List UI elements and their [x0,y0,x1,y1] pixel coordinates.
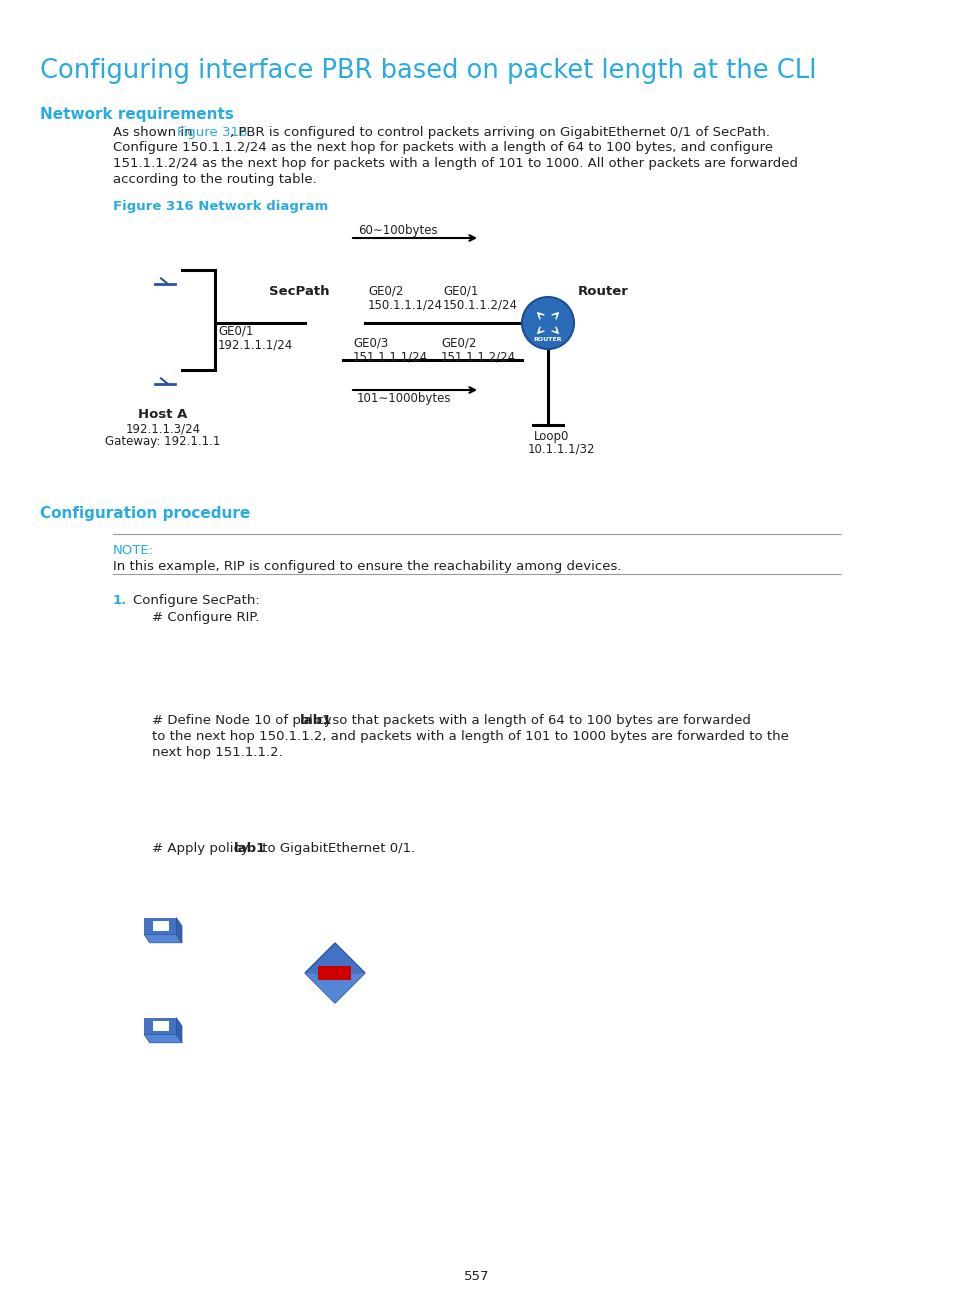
Text: 10.1.1.1/32: 10.1.1.1/32 [527,443,595,456]
Text: Figure 316: Figure 316 [177,126,247,139]
Text: , PBR is configured to control packets arriving on GigabitEthernet 0/1 of SecPat: , PBR is configured to control packets a… [230,126,769,139]
Text: # Configure RIP.: # Configure RIP. [152,610,259,623]
Polygon shape [144,1017,176,1034]
Text: GE0/2: GE0/2 [368,285,403,298]
Text: In this example, RIP is configured to ensure the reachability among devices.: In this example, RIP is configured to en… [112,560,620,573]
Text: SecPath: SecPath [269,285,330,298]
Text: lab1: lab1 [299,714,332,727]
Text: Loop0: Loop0 [534,430,569,443]
Polygon shape [305,943,365,1003]
Circle shape [521,297,574,349]
Text: Host A: Host A [138,408,188,421]
Text: NOTE:: NOTE: [112,544,153,557]
Text: ROUTER: ROUTER [533,337,561,342]
Text: Configure 150.1.1.2/24 as the next hop for packets with a length of 64 to 100 by: Configure 150.1.1.2/24 as the next hop f… [112,141,772,154]
Text: 192.1.1.3/24: 192.1.1.3/24 [125,422,200,435]
Text: GE0/1: GE0/1 [442,285,477,298]
Text: # Apply policy: # Apply policy [152,842,253,855]
Text: Gateway: 192.1.1.1: Gateway: 192.1.1.1 [105,435,220,448]
Polygon shape [305,973,365,1003]
Text: Configuration procedure: Configuration procedure [40,505,250,521]
Text: GE0/2: GE0/2 [440,337,476,350]
Text: 150.1.1.1/24: 150.1.1.1/24 [368,298,442,311]
Polygon shape [144,934,182,942]
Text: Configuring interface PBR based on packet length at the CLI: Configuring interface PBR based on packe… [40,58,816,84]
Text: 557: 557 [464,1270,489,1283]
Text: to GigabitEthernet 0/1.: to GigabitEthernet 0/1. [258,842,416,855]
Text: 151.1.1.1/24: 151.1.1.1/24 [353,350,428,363]
Text: lab1: lab1 [233,842,266,855]
Text: according to the routing table.: according to the routing table. [112,172,316,185]
Text: 60∼100bytes: 60∼100bytes [357,224,437,237]
Text: # Define Node 10 of policy: # Define Node 10 of policy [152,714,335,727]
Text: 150.1.1.2/24: 150.1.1.2/24 [442,298,517,311]
Text: , so that packets with a length of 64 to 100 bytes are forwarded: , so that packets with a length of 64 to… [324,714,750,727]
Polygon shape [144,918,176,934]
Polygon shape [318,967,351,980]
Text: As shown in: As shown in [112,126,196,139]
Text: to the next hop 150.1.1.2, and packets with a length of 101 to 1000 bytes are fo: to the next hop 150.1.1.2, and packets w… [152,730,788,743]
Text: 101∼1000bytes: 101∼1000bytes [356,391,451,404]
Text: Figure 316 Network diagram: Figure 316 Network diagram [112,200,328,213]
Polygon shape [176,1017,182,1043]
Text: 1.: 1. [112,594,127,607]
Polygon shape [152,920,169,932]
Text: Configure SecPath:: Configure SecPath: [132,594,259,607]
Text: Network requirements: Network requirements [40,108,233,122]
Text: GE0/1: GE0/1 [218,325,253,338]
Text: 192.1.1.1/24: 192.1.1.1/24 [218,338,293,351]
Text: next hop 151.1.1.2.: next hop 151.1.1.2. [152,746,282,759]
Text: 151.1.1.2/24 as the next hop for packets with a length of 101 to 1000. All other: 151.1.1.2/24 as the next hop for packets… [112,157,797,170]
Text: Router: Router [578,285,628,298]
Text: GE0/3: GE0/3 [353,337,388,350]
Polygon shape [176,918,182,942]
Text: 151.1.1.2/24: 151.1.1.2/24 [440,350,516,363]
Polygon shape [152,1021,169,1032]
Polygon shape [144,1034,182,1043]
